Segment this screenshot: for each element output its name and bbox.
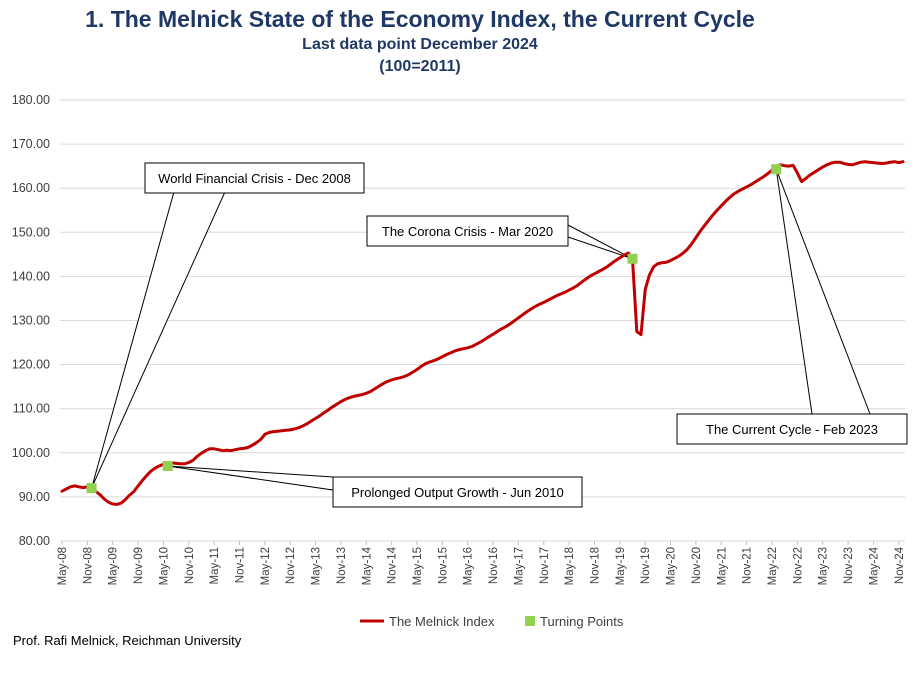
x-tick-label: May-11	[209, 547, 221, 585]
legend-label-melnick-index: The Melnick Index	[389, 614, 495, 629]
x-tick-label: Nov-19	[640, 547, 652, 584]
x-tick-label: Nov-24	[894, 546, 906, 584]
x-tick-label: Nov-18	[589, 547, 601, 584]
x-tick-label: Nov-08	[82, 547, 94, 584]
turning-point-marker	[162, 461, 173, 472]
y-tick-label: 150.00	[12, 225, 50, 239]
y-tick-label: 140.00	[12, 269, 50, 283]
y-tick-label: 180.00	[12, 93, 50, 107]
callout-current-cycle-box	[676, 413, 908, 445]
turning-point-marker	[771, 164, 782, 175]
y-tick-label: 160.00	[12, 181, 50, 195]
turning-point-marker	[627, 253, 638, 264]
callout-prolonged-output-growth-box	[332, 476, 583, 508]
footer-credit: Prof. Rafi Melnick, Reichman University	[13, 633, 242, 648]
callout-prolonged-output-growth-label: Prolonged Output Growth - Jun 2010	[351, 485, 563, 500]
x-tick-label: Nov-12	[285, 547, 297, 584]
callout-current-cycle-label: The Current Cycle - Feb 2023	[706, 422, 878, 437]
turning-point-marker	[86, 483, 97, 494]
callout-current-cycle-leader	[775, 169, 871, 415]
callout-corona-crisis-leader	[567, 224, 633, 260]
x-tick-label: May-21	[716, 547, 728, 585]
x-tick-label: Nov-23	[843, 547, 855, 584]
x-tick-label: Nov-11	[234, 547, 246, 583]
x-tick-label: Nov-10	[184, 547, 196, 584]
callout-world-financial-crisis-label: World Financial Crisis - Dec 2008	[158, 171, 351, 186]
x-tick-label: May-15	[412, 547, 424, 585]
x-tick-label: May-13	[311, 547, 323, 585]
y-tick-label: 80.00	[19, 534, 50, 548]
x-tick-label: May-20	[666, 547, 678, 585]
callout-prolonged-output-growth-leader	[167, 465, 334, 491]
x-tick-label: May-22	[767, 547, 779, 585]
chart-subtitle: Last data point December 2024	[302, 36, 538, 53]
y-tick-label: 120.00	[12, 358, 50, 372]
x-tick-label: May-14	[361, 546, 373, 585]
x-tick-label: Nov-20	[691, 547, 703, 584]
x-tick-label: May-09	[108, 547, 120, 585]
x-tick-label: May-19	[615, 547, 627, 585]
y-tick-label: 110.00	[13, 402, 50, 416]
x-tick-label: May-10	[158, 547, 170, 585]
y-tick-label: 130.00	[12, 314, 50, 328]
y-tick-label: 170.00	[12, 137, 50, 151]
x-tick-label: May-17	[513, 547, 525, 585]
y-tick-label: 90.00	[19, 490, 50, 504]
x-tick-label: Nov-14	[387, 546, 399, 584]
callout-corona-crisis-box	[366, 215, 569, 247]
y-tick-label: 100.00	[12, 446, 50, 460]
x-tick-label: Nov-21	[742, 547, 754, 584]
x-tick-label: Nov-16	[488, 547, 500, 584]
chart-title: 1. The Melnick State of the Economy Inde…	[85, 6, 755, 32]
x-tick-label: May-16	[463, 547, 475, 585]
callout-world-financial-crisis-box	[144, 162, 365, 194]
x-tick-label: Nov-09	[133, 547, 145, 584]
base-note: (100=2011)	[379, 58, 461, 75]
x-tick-label: Nov-13	[336, 547, 348, 584]
x-tick-label: May-08	[57, 547, 69, 585]
series-line-melnick-index	[60, 160, 905, 506]
x-tick-label: Nov-22	[792, 547, 804, 584]
x-tick-label: Nov-17	[539, 547, 551, 584]
x-tick-label: May-18	[564, 547, 576, 585]
callout-corona-crisis-label: The Corona Crisis - Mar 2020	[382, 224, 553, 239]
x-tick-label: May-24	[868, 546, 880, 585]
legend-label-turning-points: Turning Points	[540, 614, 624, 629]
x-tick-label: May-12	[260, 547, 272, 585]
x-tick-label: May-23	[818, 547, 830, 585]
legend-marker-swatch	[525, 616, 535, 626]
x-tick-label: Nov-15	[437, 547, 449, 584]
callout-world-financial-crisis-leader	[91, 162, 239, 489]
